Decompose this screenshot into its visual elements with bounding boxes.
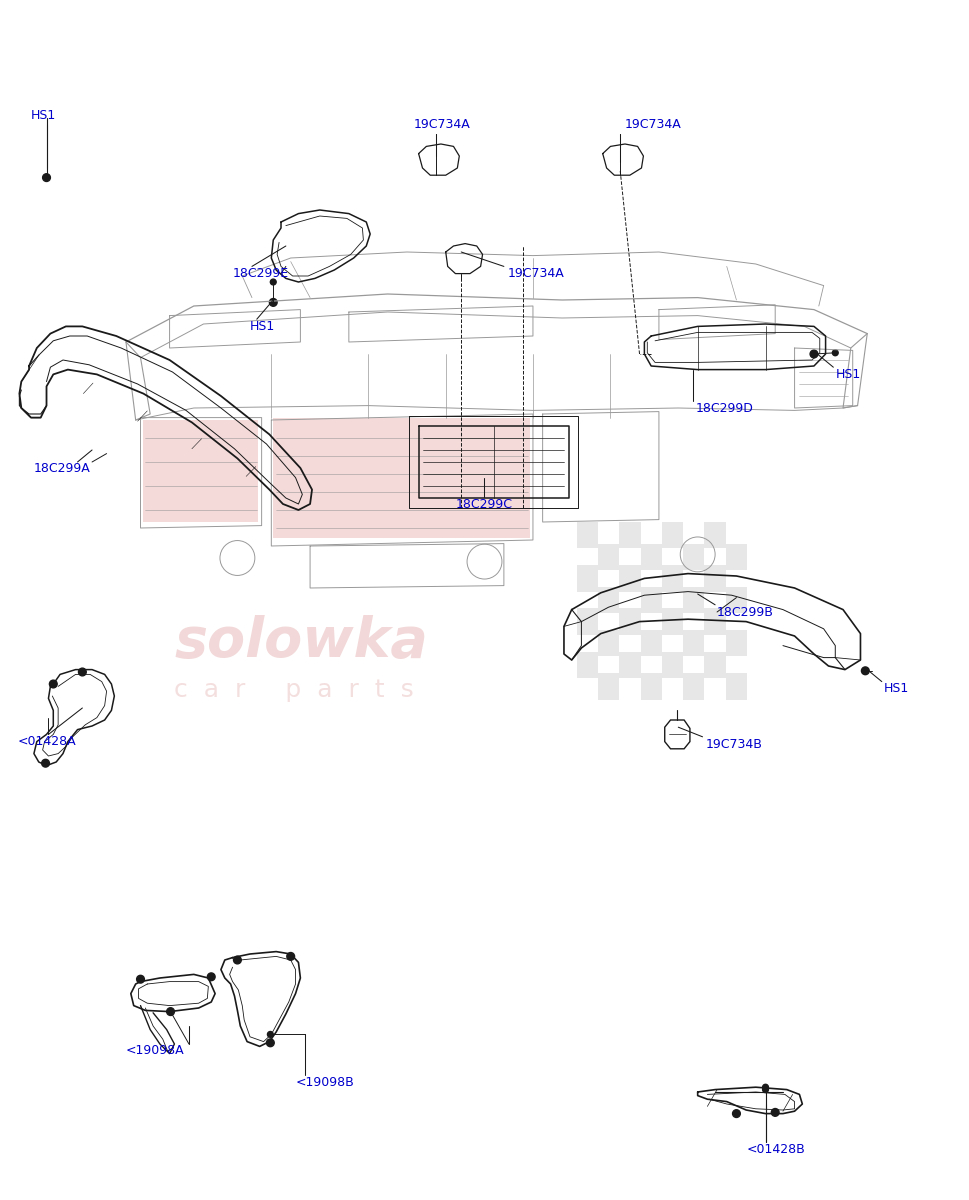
- Circle shape: [763, 1085, 768, 1090]
- Text: c  a  r     p  a  r  t  s: c a r p a r t s: [174, 678, 414, 702]
- Text: 18C299A: 18C299A: [34, 462, 91, 474]
- Text: 19C734B: 19C734B: [705, 738, 763, 750]
- Text: <19098A: <19098A: [126, 1044, 185, 1056]
- Circle shape: [266, 1039, 274, 1046]
- Bar: [726, 673, 747, 700]
- Bar: [662, 565, 683, 592]
- Bar: [598, 673, 619, 700]
- Text: HS1: HS1: [835, 368, 860, 380]
- Bar: [683, 673, 704, 700]
- Bar: [598, 630, 619, 656]
- Bar: [577, 652, 598, 678]
- Circle shape: [207, 973, 215, 980]
- Circle shape: [861, 667, 869, 674]
- Bar: [598, 544, 619, 570]
- Text: 18C299C: 18C299C: [456, 498, 513, 510]
- Bar: [641, 587, 662, 613]
- Circle shape: [43, 174, 50, 181]
- Circle shape: [234, 956, 241, 964]
- Bar: [619, 522, 641, 548]
- Bar: [726, 544, 747, 570]
- Bar: [704, 652, 726, 678]
- Text: <19098B: <19098B: [296, 1076, 355, 1088]
- Bar: [662, 608, 683, 635]
- Bar: [577, 565, 598, 592]
- Text: solowka: solowka: [174, 614, 428, 670]
- Text: 19C734A: 19C734A: [508, 268, 565, 280]
- Bar: [577, 522, 598, 548]
- Bar: [704, 522, 726, 548]
- Bar: [704, 608, 726, 635]
- Bar: [619, 565, 641, 592]
- Text: 19C734A: 19C734A: [414, 119, 470, 131]
- Circle shape: [287, 953, 295, 960]
- Bar: [726, 587, 747, 613]
- Text: HS1: HS1: [250, 320, 275, 332]
- Circle shape: [42, 760, 49, 767]
- Circle shape: [763, 1087, 768, 1092]
- Text: 19C734A: 19C734A: [625, 119, 682, 131]
- Text: 18C299D: 18C299D: [696, 402, 754, 414]
- Circle shape: [167, 1008, 174, 1015]
- Circle shape: [267, 1032, 273, 1037]
- Text: <01428A: <01428A: [17, 736, 77, 748]
- Circle shape: [49, 680, 57, 688]
- Bar: [662, 652, 683, 678]
- Circle shape: [78, 668, 86, 676]
- Bar: [704, 565, 726, 592]
- Bar: [641, 630, 662, 656]
- Circle shape: [137, 976, 144, 983]
- Text: HS1: HS1: [884, 683, 909, 695]
- Circle shape: [733, 1110, 740, 1117]
- Bar: [726, 630, 747, 656]
- Bar: [273, 418, 530, 538]
- Circle shape: [269, 299, 277, 306]
- Bar: [662, 522, 683, 548]
- Text: <01428B: <01428B: [746, 1144, 805, 1156]
- Bar: [143, 420, 258, 522]
- Circle shape: [270, 280, 276, 284]
- Text: 18C299E: 18C299E: [233, 268, 289, 280]
- Circle shape: [832, 350, 838, 355]
- Circle shape: [810, 350, 818, 358]
- Bar: [577, 608, 598, 635]
- Text: HS1: HS1: [31, 109, 56, 121]
- Bar: [641, 673, 662, 700]
- Bar: [683, 630, 704, 656]
- Bar: [641, 544, 662, 570]
- Bar: [683, 587, 704, 613]
- Bar: [683, 544, 704, 570]
- Bar: [598, 587, 619, 613]
- Circle shape: [771, 1109, 779, 1116]
- Bar: [619, 652, 641, 678]
- Bar: [619, 608, 641, 635]
- Text: 18C299B: 18C299B: [717, 606, 774, 618]
